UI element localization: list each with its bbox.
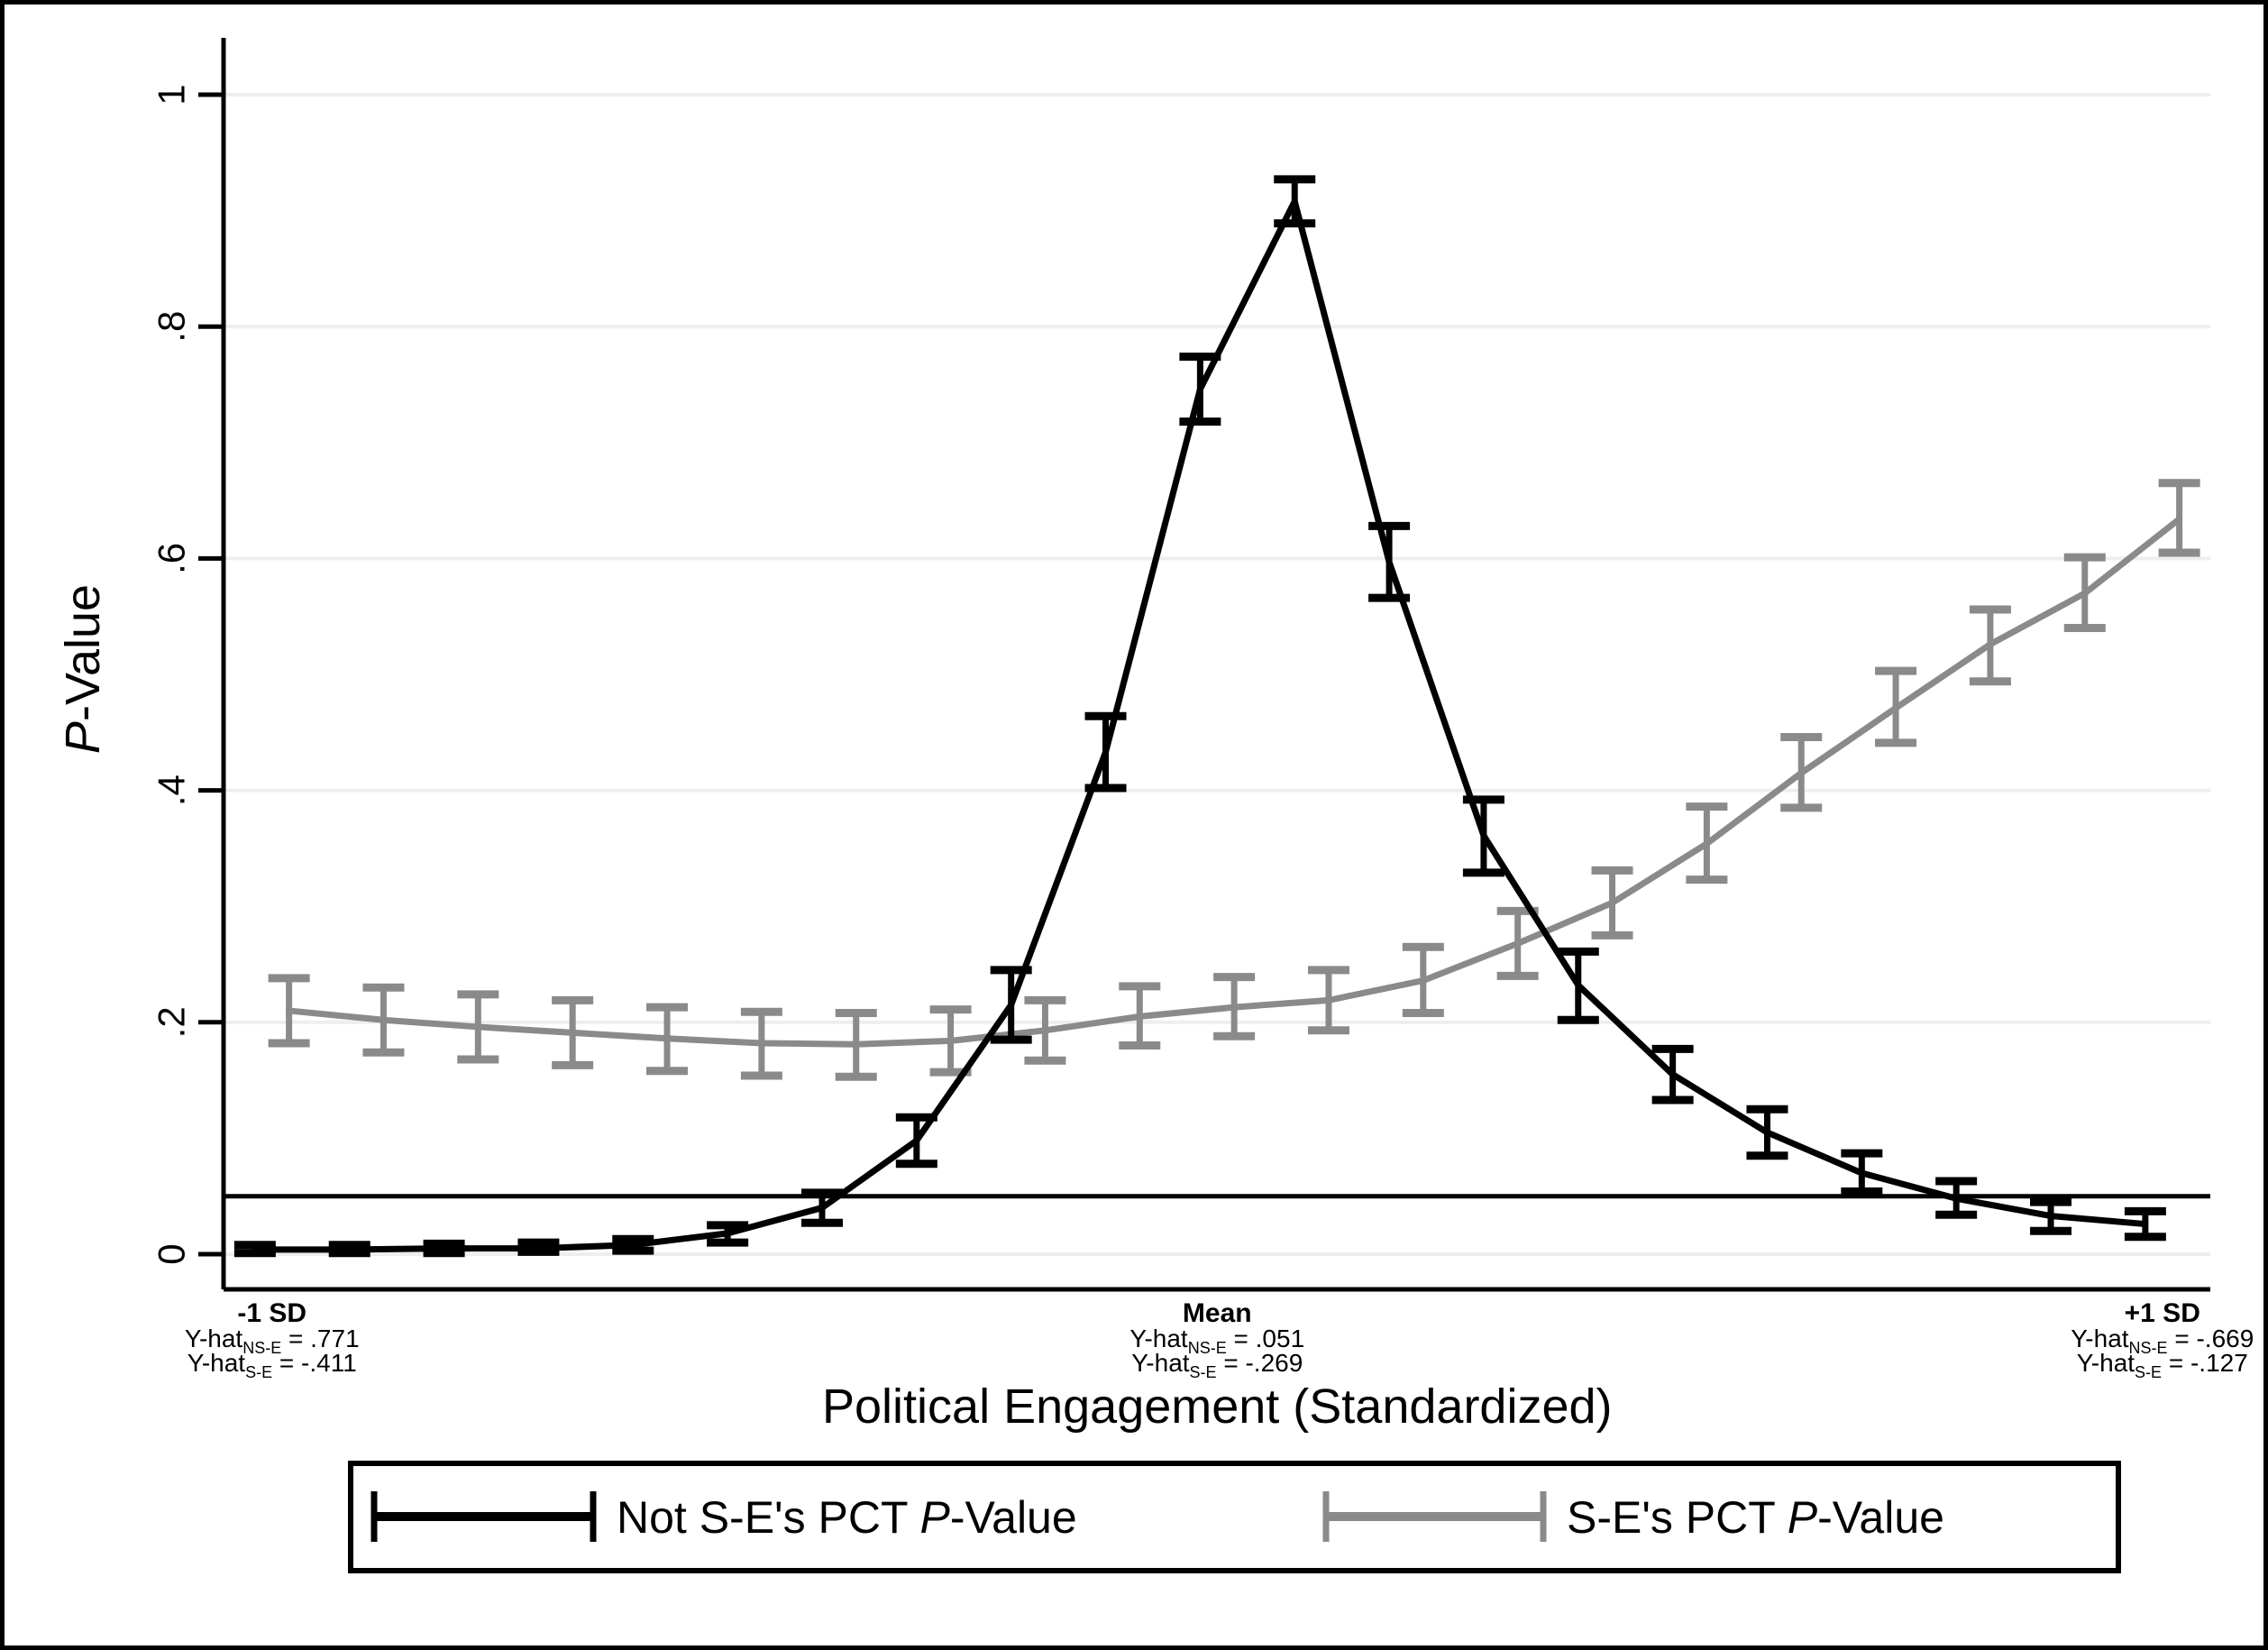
legend-label-post: -Value: [1817, 1492, 1944, 1543]
y-tick-label: 1: [151, 84, 193, 105]
x-tick-label: -1 SD: [237, 1298, 306, 1328]
x-axis-title: Political Engagement (Standardized): [822, 1380, 1613, 1434]
y-tick-label: .6: [151, 543, 193, 574]
y-hat-pre: Y-hat: [185, 1325, 243, 1352]
series-not-se-pct: [233, 175, 2166, 1258]
legend-label-post: -Value: [950, 1492, 1077, 1543]
y-tick-label: 0: [151, 1243, 193, 1264]
y-hat-annotation: Y-hatS-E = -.127: [2077, 1349, 2248, 1381]
y-tick-label: .8: [151, 311, 193, 343]
legend-label-italic-p: P: [1788, 1492, 1818, 1543]
y-axis-title-rest: -Value: [56, 584, 110, 721]
y-tick-label: .2: [151, 1006, 193, 1038]
series-se-pct: [268, 479, 2200, 1081]
y-hat-value: = -.411: [272, 1349, 357, 1377]
legend-entry: S-E's PCT P-Value: [1322, 1491, 1944, 1543]
y-hat-pre: Y-hat: [2077, 1349, 2135, 1377]
y-hat-pre: Y-hat: [2071, 1325, 2129, 1352]
y-hat-subscript: NS-E: [242, 1339, 281, 1357]
y-hat-pre: Y-hat: [187, 1349, 246, 1377]
y-hat-value: = -.127: [2162, 1349, 2248, 1377]
legend-box: [348, 1461, 2121, 1573]
line-se-pct: [286, 516, 2183, 1048]
y-hat-subscript: NS-E: [1188, 1339, 1227, 1357]
y-axis-title-italic: P: [56, 721, 110, 754]
y-tick-label: .4: [151, 775, 193, 806]
y-hat-annotation: Y-hatNS-E = -.669: [2071, 1325, 2254, 1357]
y-hat-subscript: NS-E: [2129, 1339, 2168, 1357]
y-hat-value: = -.269: [1217, 1349, 1303, 1377]
legend-entry: Not S-E's PCT P-Value: [370, 1491, 1077, 1543]
y-hat-annotation: Y-hatS-E = -.269: [1131, 1349, 1303, 1381]
legend-label-pre: Not S-E's PCT: [617, 1492, 919, 1543]
y-axis-title: P-Value: [56, 584, 110, 754]
y-hat-value: = .051: [1227, 1325, 1304, 1352]
y-axis-ticks: 0 .2 .4 .6 .8 1: [151, 84, 224, 1265]
x-tick-label: +1 SD: [2125, 1298, 2200, 1328]
y-hat-value: = .771: [281, 1325, 359, 1352]
legend-label-italic-p: P: [919, 1492, 950, 1543]
legend: Not S-E's PCT P-Value S-E's PCT P-Value: [348, 1461, 2121, 1573]
y-hat-value: = -.669: [2168, 1325, 2254, 1352]
y-hat-pre: Y-hat: [1131, 1349, 1190, 1377]
line-not-se-pct: [251, 197, 2149, 1253]
legend-label: Not S-E's PCT P-Value: [617, 1492, 1077, 1543]
x-tick-label: Mean: [1183, 1298, 1252, 1328]
legend-label: S-E's PCT P-Value: [1567, 1492, 1944, 1543]
y-hat-subscript: S-E: [1190, 1363, 1217, 1381]
y-hat-subscript: S-E: [245, 1363, 272, 1381]
y-hat-annotation: Y-hatS-E = -.411: [187, 1349, 357, 1381]
y-hat-annotation: Y-hatNS-E = .771: [185, 1325, 360, 1357]
y-hat-annotation: Y-hatNS-E = .051: [1129, 1325, 1304, 1357]
y-hat-pre: Y-hat: [1129, 1325, 1188, 1352]
y-hat-subscript: S-E: [2135, 1363, 2162, 1381]
legend-label-pre: S-E's PCT: [1567, 1492, 1788, 1543]
